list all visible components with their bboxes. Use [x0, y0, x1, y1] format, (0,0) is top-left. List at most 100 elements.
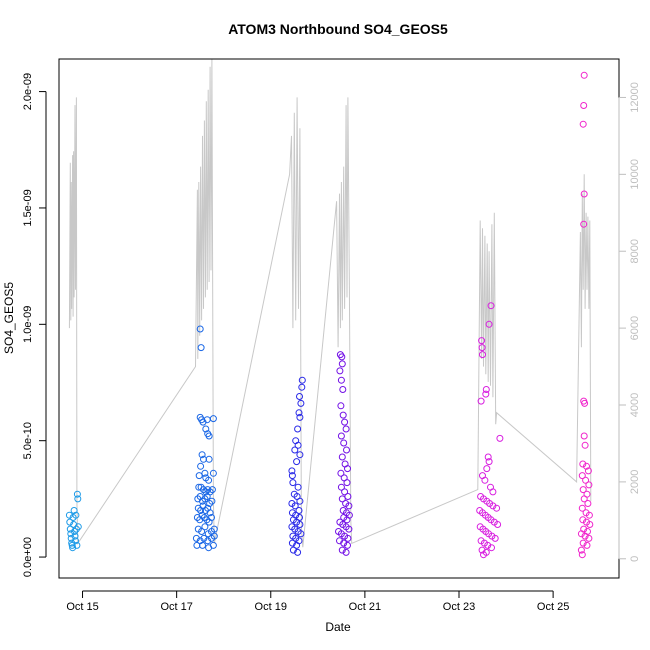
data-point	[343, 516, 351, 524]
data-point	[586, 521, 594, 528]
data-point	[199, 497, 206, 505]
data-point	[199, 541, 206, 549]
y-axis-left: 0.0e+00 5.0e-10 1.0e-09 1.5e-09 2.0e-09	[22, 73, 47, 577]
data-point	[74, 495, 82, 503]
data-point	[580, 432, 588, 440]
data-point	[340, 439, 348, 447]
data-point	[336, 367, 344, 375]
data-point	[66, 518, 74, 526]
data-point	[484, 453, 492, 461]
data-point	[577, 546, 585, 554]
data-point	[298, 383, 306, 391]
data-point	[337, 432, 345, 440]
data-point	[582, 476, 590, 484]
data-point	[338, 453, 346, 461]
data-point	[200, 514, 208, 521]
data-point	[485, 320, 493, 328]
x-axis: Oct 15 Oct 17 Oct 19 Oct 21 Oct 23 Oct 25	[66, 590, 569, 613]
data-point	[296, 451, 304, 459]
data-point	[578, 551, 586, 559]
data-point	[344, 541, 351, 549]
altitude-line	[68, 58, 592, 548]
data-point	[478, 337, 486, 345]
data-point	[581, 441, 589, 449]
y-axis-right: 0 2000 4000 6000 8000 10000 12000	[618, 82, 641, 562]
data-point	[344, 534, 352, 542]
data-point	[344, 465, 351, 473]
data-point	[295, 507, 303, 514]
data-point	[210, 525, 218, 533]
data-point	[579, 120, 587, 128]
data-point	[74, 523, 82, 531]
plot-frame	[58, 58, 620, 579]
y-tick-label: 1.0e-09	[22, 306, 34, 343]
y-right-tick-label: 2000	[629, 470, 641, 494]
data-point	[478, 546, 486, 554]
data-point	[289, 546, 297, 554]
data-point	[488, 544, 495, 552]
data-point	[294, 425, 302, 433]
y-tick-label: 0.0e+00	[22, 537, 34, 577]
data-point	[72, 537, 79, 545]
data-point	[197, 483, 205, 491]
data-point	[585, 511, 593, 519]
data-point	[339, 411, 347, 419]
data-point	[200, 486, 207, 494]
data-point	[209, 541, 217, 549]
data-point	[585, 534, 593, 542]
data-point	[203, 493, 211, 500]
data-point	[200, 534, 208, 542]
data-point	[71, 532, 79, 540]
x-tick-label: Oct 23	[443, 601, 475, 613]
data-point	[337, 469, 345, 477]
data-point	[192, 534, 200, 542]
data-point	[202, 425, 210, 433]
data-point	[494, 521, 502, 528]
data-point	[338, 353, 346, 361]
data-point	[489, 502, 497, 510]
data-point	[209, 469, 217, 477]
data-point	[343, 479, 351, 487]
data-point	[342, 548, 350, 556]
altitude-series	[68, 58, 592, 548]
data-point	[345, 525, 353, 533]
data-point	[206, 500, 214, 507]
data-point	[72, 525, 80, 533]
data-point	[345, 502, 353, 510]
data-point	[296, 497, 304, 505]
data-point	[294, 483, 302, 491]
data-point	[288, 539, 296, 547]
data-point	[487, 302, 495, 310]
data-point	[579, 516, 587, 524]
y-tick-label: 2.0e-09	[22, 73, 34, 110]
y-right-tick-label: 10000	[629, 159, 641, 190]
data-point	[205, 476, 213, 484]
data-point	[477, 397, 485, 405]
data-point	[581, 532, 589, 540]
data-point	[479, 351, 486, 359]
data-point	[584, 467, 592, 475]
x-axis-label: Date	[325, 620, 351, 634]
x-tick-label: Oct 17	[160, 601, 192, 613]
data-point	[580, 102, 588, 109]
data-point	[337, 402, 345, 410]
so4-series	[65, 71, 594, 559]
data-point	[201, 469, 209, 477]
data-point	[578, 504, 586, 512]
data-point	[198, 511, 206, 519]
data-point	[297, 530, 305, 538]
data-point	[341, 488, 349, 496]
data-point	[208, 497, 216, 505]
data-point	[294, 441, 302, 449]
data-point	[338, 360, 346, 368]
data-point	[337, 376, 345, 384]
data-point	[208, 486, 216, 494]
data-point	[579, 539, 587, 547]
data-point	[489, 488, 497, 496]
data-point	[196, 325, 204, 333]
data-point	[579, 486, 587, 494]
data-point	[580, 71, 588, 79]
data-point	[585, 481, 593, 489]
x-tick-label: Oct 25	[537, 601, 569, 613]
